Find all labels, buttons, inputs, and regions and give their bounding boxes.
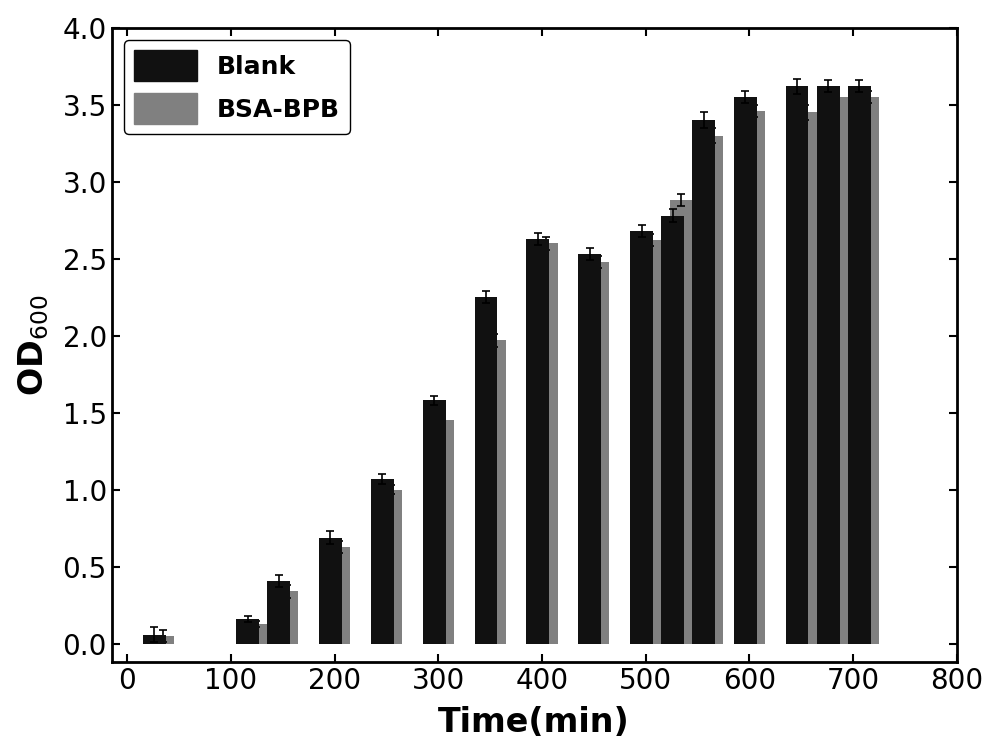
Bar bbox=[379, 490, 402, 644]
Bar bbox=[578, 254, 601, 644]
Bar bbox=[236, 619, 259, 644]
Y-axis label: OD$_{600}$: OD$_{600}$ bbox=[17, 294, 51, 395]
Bar bbox=[661, 215, 684, 644]
Legend: Blank, BSA-BPB: Blank, BSA-BPB bbox=[124, 40, 350, 134]
Bar bbox=[327, 547, 350, 644]
X-axis label: Time(min): Time(min) bbox=[438, 706, 630, 739]
Bar bbox=[535, 243, 558, 644]
Bar bbox=[276, 591, 298, 644]
Bar bbox=[670, 200, 692, 644]
Bar bbox=[638, 240, 661, 644]
Bar bbox=[319, 538, 342, 644]
Bar bbox=[475, 297, 497, 644]
Bar bbox=[143, 634, 166, 644]
Bar bbox=[817, 86, 840, 644]
Bar bbox=[526, 239, 549, 644]
Bar bbox=[856, 97, 879, 644]
Bar bbox=[825, 97, 848, 644]
Bar bbox=[734, 97, 757, 644]
Bar bbox=[701, 135, 723, 644]
Bar bbox=[431, 420, 454, 644]
Bar bbox=[630, 231, 653, 644]
Bar bbox=[423, 401, 446, 644]
Bar bbox=[371, 479, 394, 644]
Bar bbox=[483, 340, 506, 644]
Bar bbox=[244, 624, 267, 644]
Bar bbox=[692, 120, 715, 644]
Bar bbox=[794, 113, 817, 644]
Bar bbox=[742, 111, 765, 644]
Bar bbox=[848, 86, 871, 644]
Bar bbox=[587, 262, 609, 644]
Bar bbox=[786, 86, 808, 644]
Bar bbox=[151, 636, 174, 644]
Bar bbox=[267, 581, 290, 644]
